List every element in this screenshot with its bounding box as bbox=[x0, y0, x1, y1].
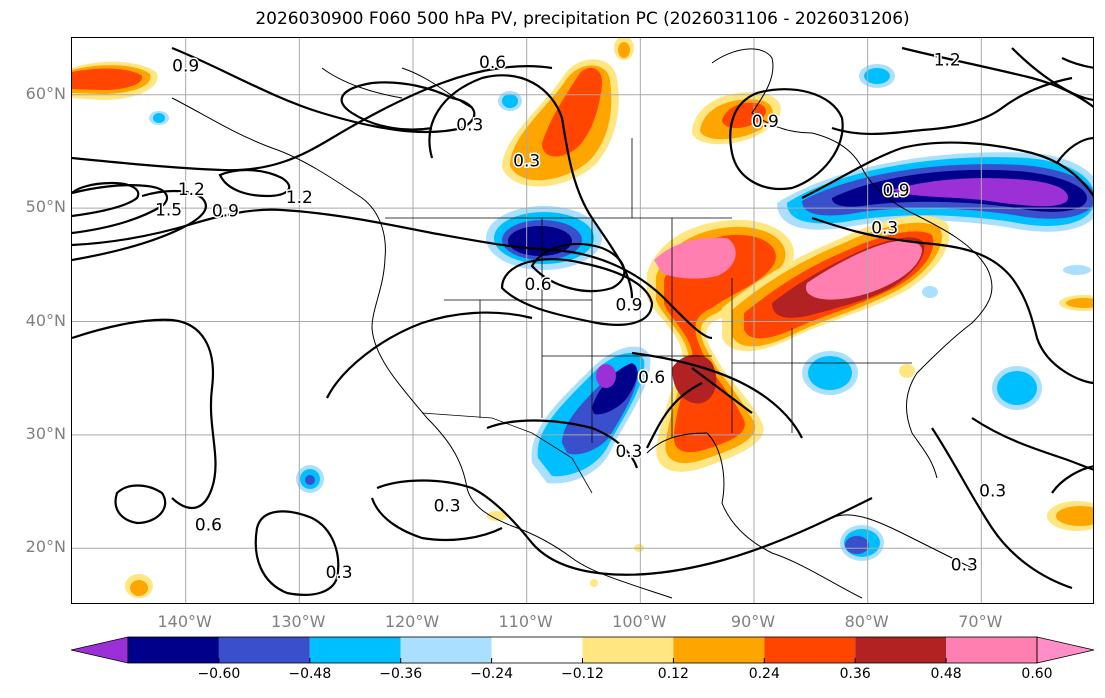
colorbar-tick-label: −0.36 bbox=[379, 666, 423, 682]
colorbar-tick-label: 0.48 bbox=[930, 666, 962, 682]
colorbar-tick-label: −0.24 bbox=[470, 666, 514, 682]
longitude-tick-label: 140°W bbox=[157, 612, 212, 631]
colorbar bbox=[71, 636, 1095, 664]
contour-label: 0.3 bbox=[871, 219, 898, 239]
colorbar-extend-high bbox=[1036, 636, 1095, 664]
contour-label: 0.9 bbox=[883, 181, 910, 201]
contour-label: 0.3 bbox=[951, 555, 978, 575]
longitude-tick-label: 80°W bbox=[844, 612, 889, 631]
contour-label: 0.6 bbox=[195, 516, 222, 536]
contour-label: 0.9 bbox=[615, 296, 642, 316]
latitude-tick-label: 40°N bbox=[25, 310, 66, 330]
latitude-tick-label: 50°N bbox=[25, 197, 66, 217]
colorbar-segment bbox=[218, 637, 310, 663]
contour-label: 0.6 bbox=[479, 53, 506, 73]
colorbar-tick-label: 0.12 bbox=[657, 666, 689, 682]
contour-label: 0.3 bbox=[979, 482, 1006, 502]
colorbar-extend-low bbox=[71, 636, 129, 664]
contour-label: 0.3 bbox=[434, 496, 461, 516]
longitude-tick-label: 120°W bbox=[384, 612, 440, 631]
longitude-tick-label: 100°W bbox=[612, 612, 667, 631]
colorbar-tick-label: −0.60 bbox=[197, 666, 241, 682]
contour-label: 1.2 bbox=[934, 51, 961, 71]
longitude-tick-label: 110°W bbox=[498, 612, 553, 631]
pv-contours bbox=[72, 46, 1093, 596]
colorbar-tick-label: −0.48 bbox=[288, 666, 332, 682]
contour-label: 0.3 bbox=[326, 563, 353, 583]
contour-label: 0.9 bbox=[172, 56, 199, 76]
contour-label: 0.3 bbox=[615, 442, 642, 462]
colorbar-segment bbox=[946, 637, 1037, 663]
political-borders bbox=[385, 138, 912, 494]
longitude-tick-label: 70°W bbox=[958, 612, 1003, 631]
longitude-tick-label: 90°W bbox=[730, 612, 776, 631]
contour-labels: 0.9 0.60.31.20.91.51.20.30.60.90.60.30.30… bbox=[154, 49, 1008, 585]
contour-label: 0.3 bbox=[513, 152, 540, 172]
colorbar-tick-label: 0.24 bbox=[748, 666, 780, 682]
colorbar-segment bbox=[673, 637, 765, 663]
contour-label: 0.6 bbox=[525, 275, 552, 295]
map-panel: 0.9 0.6 0.3 1.2 0.9 1.5 1.2 0.3 0.6 0.9 0.6 0.3 0.3 0… bbox=[71, 37, 1094, 604]
latitude-tick-label: 30°N bbox=[25, 423, 66, 443]
colorbar-segment bbox=[582, 637, 674, 663]
colorbar-segment bbox=[491, 637, 583, 663]
contour-label: 1.5 bbox=[155, 200, 182, 220]
colorbar-segment bbox=[855, 637, 947, 663]
map-canvas: 0.9 0.60.31.20.91.51.20.30.60.90.60.30.30… bbox=[72, 38, 1093, 603]
latitude-tick-label: 60°N bbox=[25, 83, 66, 103]
contour-label: 0.3 bbox=[456, 115, 483, 135]
contour-label: 0.9 bbox=[752, 112, 779, 132]
colorbar-tick-label: 0.60 bbox=[1021, 666, 1053, 682]
colorbar-segment bbox=[764, 637, 856, 663]
contour-label: 0.6 bbox=[638, 368, 665, 388]
colorbar-segment bbox=[309, 637, 401, 663]
colorbar-segment bbox=[128, 637, 219, 663]
colorbar-tick-label: 0.36 bbox=[839, 666, 871, 682]
contour-label: 1.2 bbox=[178, 180, 205, 200]
colorbar-segment bbox=[400, 637, 492, 663]
latitude-tick-label: 20°N bbox=[25, 537, 66, 557]
precip-shading bbox=[72, 38, 1093, 598]
longitude-tick-label: 130°W bbox=[271, 612, 326, 631]
contour-label: 0.9 bbox=[212, 202, 239, 222]
colorbar-tick-label: −0.12 bbox=[561, 666, 604, 682]
contour-label: 1.2 bbox=[286, 188, 313, 208]
chart-title: 2026030900 F060 500 hPa PV, precipitatio… bbox=[255, 9, 910, 29]
